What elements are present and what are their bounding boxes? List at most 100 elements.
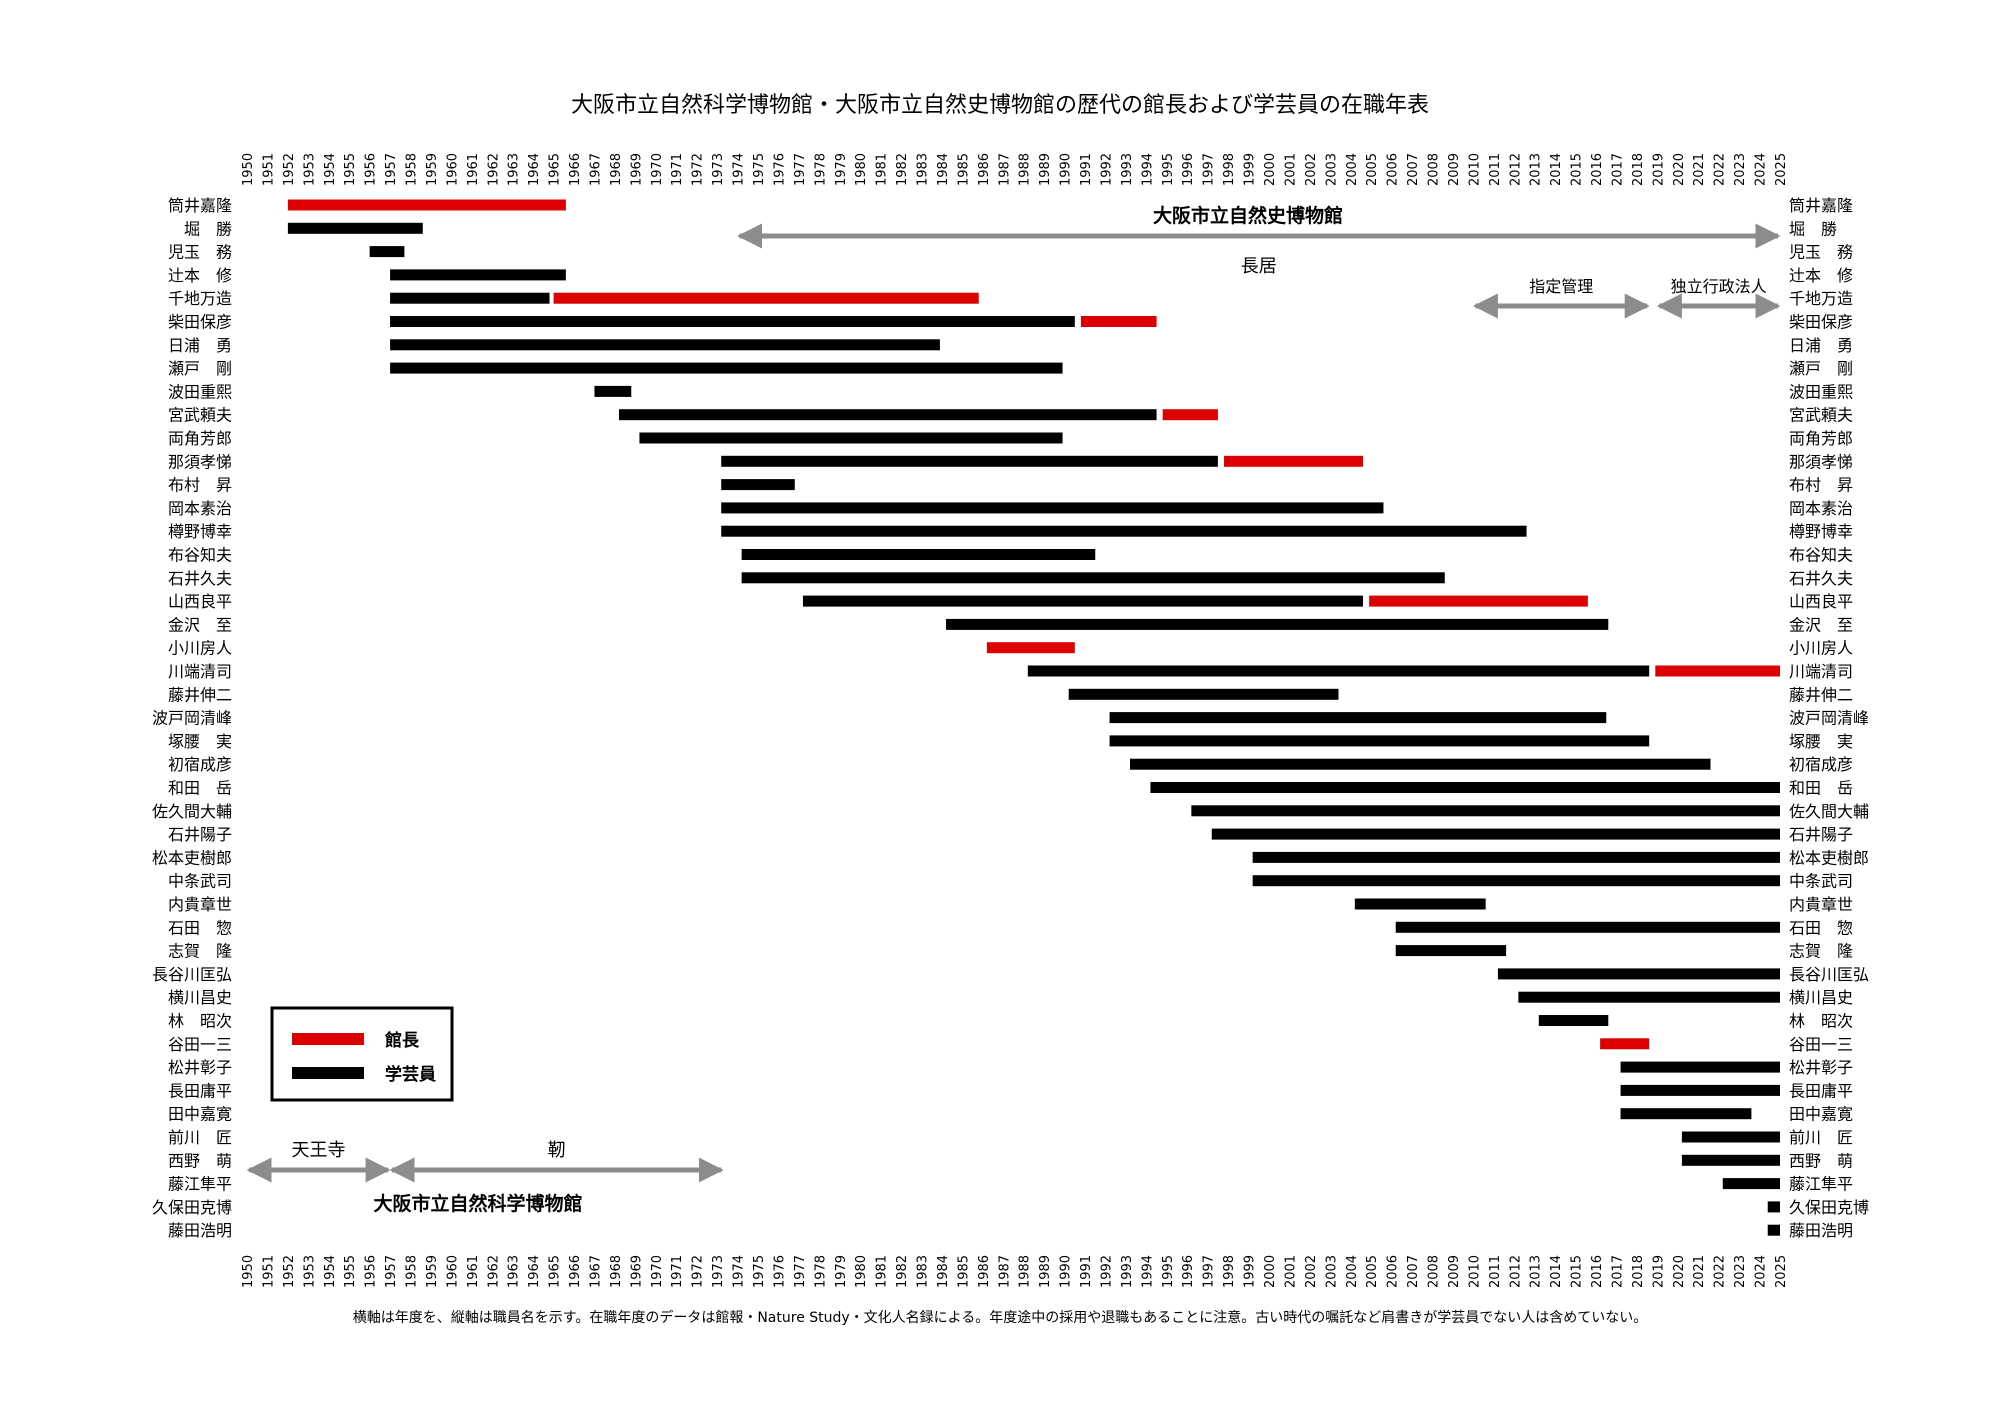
staff-name-right: 石田 惣 bbox=[1789, 918, 1853, 937]
staff-name-right: 両角芳郎 bbox=[1789, 429, 1853, 448]
x-tick-bottom-2016: 2016 bbox=[1590, 1255, 1605, 1288]
director-bar bbox=[1162, 409, 1218, 421]
curator-bar bbox=[369, 246, 405, 258]
x-tick-bottom-1986: 1986 bbox=[977, 1255, 992, 1288]
x-tick-bottom-1985: 1985 bbox=[956, 1255, 971, 1288]
x-tick-bottom-2021: 2021 bbox=[1692, 1255, 1707, 1288]
staff-name-left: 筒井嘉隆 bbox=[168, 196, 232, 215]
x-tick-bottom-1997: 1997 bbox=[1202, 1255, 1217, 1288]
x-tick-top-1992: 1992 bbox=[1099, 153, 1114, 186]
x-tick-bottom-1977: 1977 bbox=[793, 1255, 808, 1288]
curator-bar bbox=[1252, 851, 1780, 863]
staff-name-right: 岡本素治 bbox=[1789, 499, 1853, 518]
curator-bar bbox=[1354, 898, 1486, 910]
x-tick-bottom-1966: 1966 bbox=[568, 1255, 583, 1288]
x-tick-bottom-1975: 1975 bbox=[752, 1255, 767, 1288]
x-tick-top-1959: 1959 bbox=[425, 153, 440, 186]
x-tick-bottom-2000: 2000 bbox=[1263, 1255, 1278, 1288]
legend-label-director: 館長 bbox=[384, 1030, 420, 1051]
staff-name-left: 久保田克博 bbox=[152, 1198, 232, 1217]
x-tick-bottom-2014: 2014 bbox=[1549, 1255, 1564, 1288]
staff-name-right: 石井陽子 bbox=[1789, 825, 1853, 844]
staff-name-left: 藤江隼平 bbox=[168, 1175, 232, 1194]
curator-bar bbox=[1620, 1084, 1780, 1096]
x-tick-top-2001: 2001 bbox=[1283, 153, 1298, 186]
curator-bar bbox=[802, 595, 1364, 607]
era-label: 靭 bbox=[548, 1140, 566, 1161]
x-tick-bottom-1978: 1978 bbox=[813, 1255, 828, 1288]
staff-name-right: 柴田保彦 bbox=[1789, 313, 1853, 332]
curator-bar bbox=[1497, 968, 1780, 980]
x-tick-top-2015: 2015 bbox=[1570, 153, 1585, 186]
x-tick-bottom-1991: 1991 bbox=[1079, 1255, 1094, 1288]
curator-bar bbox=[1681, 1131, 1780, 1143]
curator-bar bbox=[741, 549, 1096, 560]
x-tick-top-1955: 1955 bbox=[343, 153, 358, 186]
x-tick-top-2008: 2008 bbox=[1427, 153, 1442, 186]
x-tick-top-2024: 2024 bbox=[1754, 153, 1769, 186]
x-tick-bottom-1993: 1993 bbox=[1120, 1255, 1135, 1288]
staff-name-left: 林 昭次 bbox=[168, 1012, 232, 1031]
staff-name-left: 内貴章世 bbox=[168, 895, 232, 914]
staff-name-left: 長谷川匡弘 bbox=[152, 965, 232, 984]
x-tick-bottom-1981: 1981 bbox=[875, 1255, 890, 1288]
staff-name-left: 塚腰 実 bbox=[168, 732, 232, 751]
x-tick-bottom-1989: 1989 bbox=[1038, 1255, 1053, 1288]
director-bar bbox=[1224, 455, 1364, 467]
legend: 館長 学芸員 bbox=[270, 1006, 454, 1102]
staff-name-right: 藤江隼平 bbox=[1789, 1175, 1853, 1194]
x-tick-top-1998: 1998 bbox=[1222, 153, 1237, 186]
staff-name-left: 宮武頼夫 bbox=[168, 406, 232, 425]
director-bar bbox=[1369, 595, 1588, 607]
staff-name-right: 長田庸平 bbox=[1789, 1081, 1853, 1100]
x-tick-bottom-1976: 1976 bbox=[772, 1255, 787, 1288]
x-tick-top-2006: 2006 bbox=[1386, 153, 1401, 186]
x-tick-bottom-1961: 1961 bbox=[466, 1255, 481, 1288]
x-tick-top-2022: 2022 bbox=[1713, 153, 1728, 186]
x-tick-top-1971: 1971 bbox=[670, 153, 685, 186]
staff-name-right: 前川 匠 bbox=[1789, 1128, 1853, 1147]
curator-bar bbox=[1518, 991, 1780, 1003]
x-tick-bottom-1999: 1999 bbox=[1243, 1255, 1258, 1288]
staff-name-right: 布谷知夫 bbox=[1789, 546, 1853, 565]
director-bar bbox=[1080, 316, 1157, 327]
x-tick-bottom-2018: 2018 bbox=[1631, 1255, 1646, 1288]
curator-bar bbox=[1395, 945, 1507, 957]
x-tick-top-1953: 1953 bbox=[302, 153, 317, 186]
x-tick-top-2021: 2021 bbox=[1692, 153, 1707, 186]
x-tick-top-1963: 1963 bbox=[507, 153, 522, 186]
curator-bar bbox=[390, 269, 566, 281]
x-tick-top-2014: 2014 bbox=[1549, 153, 1564, 186]
staff-name-left: 岡本素治 bbox=[168, 499, 232, 518]
curator-bar bbox=[741, 572, 1445, 584]
x-tick-top-1961: 1961 bbox=[466, 153, 481, 186]
era-label: 独立行政法人 bbox=[1671, 277, 1767, 296]
curator-bar bbox=[1109, 735, 1650, 747]
tenure-bars bbox=[287, 199, 1780, 1236]
x-tick-top-1995: 1995 bbox=[1161, 153, 1176, 186]
x-tick-bottom-2003: 2003 bbox=[1324, 1255, 1339, 1288]
staff-name-left: 石井陽子 bbox=[168, 825, 232, 844]
x-tick-bottom-1962: 1962 bbox=[486, 1255, 501, 1288]
curator-bar bbox=[721, 502, 1384, 514]
director-bar bbox=[1600, 1038, 1650, 1050]
x-tick-bottom-2024: 2024 bbox=[1754, 1255, 1769, 1288]
curator-bar bbox=[619, 409, 1157, 421]
staff-name-left: 那須孝悌 bbox=[168, 452, 232, 471]
x-tick-bottom-2004: 2004 bbox=[1345, 1255, 1360, 1288]
x-tick-bottom-1994: 1994 bbox=[1140, 1255, 1155, 1288]
x-tick-top-1985: 1985 bbox=[956, 153, 971, 186]
x-tick-bottom-1964: 1964 bbox=[527, 1255, 542, 1288]
x-tick-top-2017: 2017 bbox=[1610, 153, 1625, 186]
staff-name-left: 中条武司 bbox=[168, 872, 232, 891]
era-label: 長居 bbox=[1241, 256, 1277, 277]
curator-bar bbox=[1767, 1224, 1780, 1236]
staff-name-left: 志賀 隆 bbox=[168, 942, 232, 961]
x-tick-top-1972: 1972 bbox=[691, 153, 706, 186]
x-tick-top-1986: 1986 bbox=[977, 153, 992, 186]
curator-bar bbox=[721, 455, 1218, 467]
curator-bar bbox=[1027, 665, 1650, 677]
staff-name-right: 波戸岡清峰 bbox=[1789, 709, 1869, 728]
